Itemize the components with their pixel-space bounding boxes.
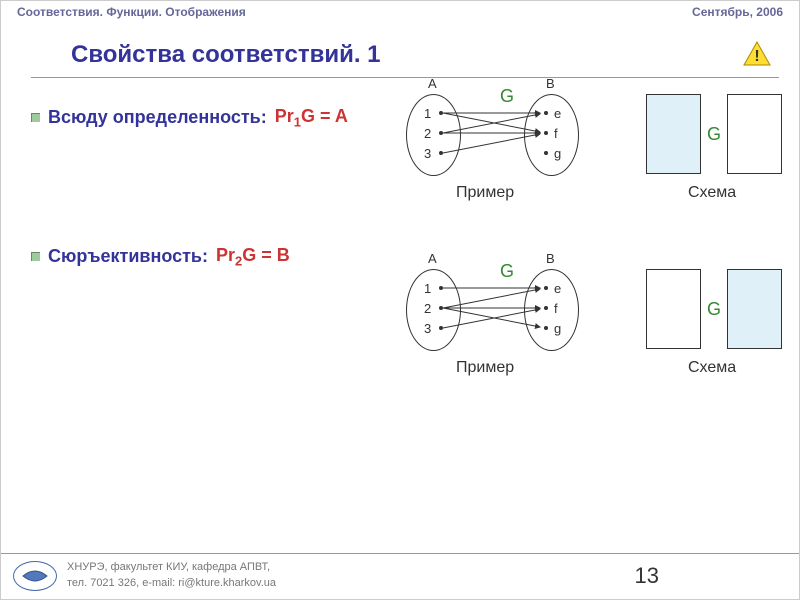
scheme-box-a bbox=[646, 269, 701, 349]
slide-header: Соответствия. Функции. Отображения Сентя… bbox=[1, 1, 799, 23]
diagram-row-2: A B G 1 2 3 e f g Прим bbox=[406, 253, 782, 349]
formula-1-prefix: Pr bbox=[275, 106, 294, 126]
diagram-row-1: A B G 1 2 3 e f g Прим bbox=[406, 78, 782, 174]
formula-1-sub: 1 bbox=[294, 115, 301, 130]
footer-text: ХНУРЭ, факультет КИУ, кафедра АПВТ, тел.… bbox=[67, 560, 276, 591]
slide-title: Свойства соответствий. 1 bbox=[1, 23, 799, 77]
property-1-label: Всюду определенность: bbox=[48, 107, 267, 128]
mapping-arrows-1 bbox=[406, 78, 586, 188]
example-caption: Пример bbox=[456, 359, 514, 377]
footer-line-1: ХНУРЭ, факультет КИУ, кафедра АПВТ, bbox=[67, 560, 276, 575]
scheme-box-a bbox=[646, 94, 701, 174]
formula-1-suffix: G = A bbox=[301, 106, 348, 126]
warning-icon: ! bbox=[743, 41, 771, 72]
footer-line-2: тел. 7021 326, e-mail: ri@kture.kharkov.… bbox=[67, 576, 276, 591]
scheme-box-b bbox=[727, 94, 782, 174]
formula-2-prefix: Pr bbox=[216, 245, 235, 265]
scheme-g-label: G bbox=[707, 299, 721, 320]
scheme-2: G bbox=[646, 269, 782, 349]
header-right: Сентябрь, 2006 bbox=[692, 5, 783, 19]
example-caption: Пример bbox=[456, 184, 514, 202]
scheme-1: G bbox=[646, 94, 782, 174]
header-left: Соответствия. Функции. Отображения bbox=[17, 5, 246, 19]
bullet-icon bbox=[31, 113, 40, 122]
page-number: 13 bbox=[635, 563, 659, 589]
scheme-box-b bbox=[727, 269, 782, 349]
scheme-caption: Схема bbox=[688, 184, 736, 202]
scheme-caption: Схема bbox=[688, 359, 736, 377]
svg-text:!: ! bbox=[754, 48, 759, 65]
mapping-arrows-2 bbox=[406, 253, 586, 363]
property-2-label: Сюръективность: bbox=[48, 246, 208, 267]
slide-footer: ХНУРЭ, факультет КИУ, кафедра АПВТ, тел.… bbox=[1, 553, 799, 597]
bullet-icon bbox=[31, 252, 40, 261]
formula-2-suffix: G = B bbox=[242, 245, 290, 265]
footer-logo-icon bbox=[13, 561, 57, 591]
scheme-g-label: G bbox=[707, 124, 721, 145]
